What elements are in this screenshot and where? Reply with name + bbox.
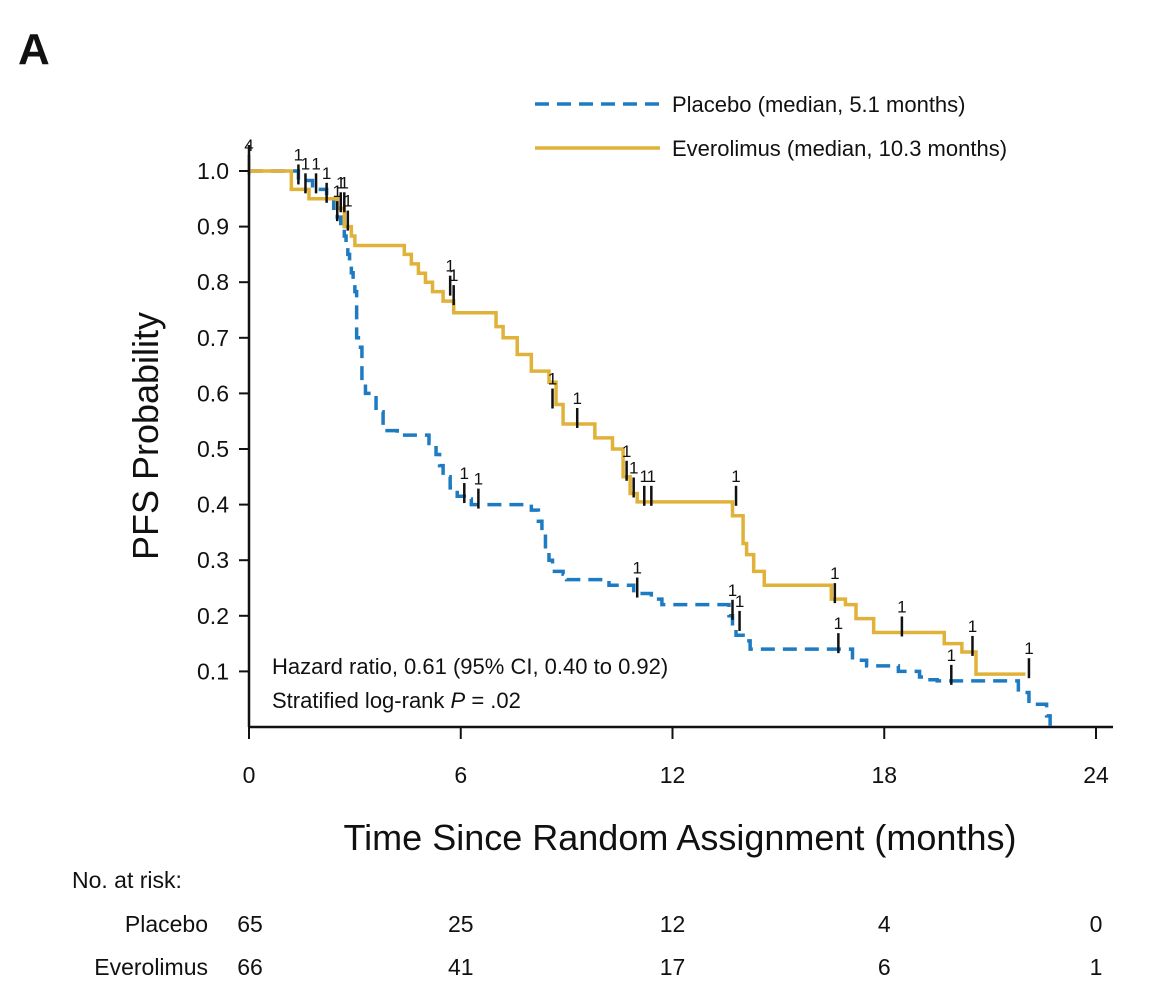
censor-count: 1 (968, 617, 977, 636)
x-tick-label: 24 (1083, 762, 1109, 788)
at-risk-label-everolimus: Everolimus (94, 954, 208, 980)
censor-count: 1 (830, 564, 839, 583)
at-risk-values: 65 25 12 4 0 66 41 17 6 1 (237, 911, 1102, 980)
censor-count: 1 (548, 370, 557, 389)
legend: Placebo (median, 5.1 months) Everolimus … (535, 92, 1007, 161)
y-tick-label: 0.6 (197, 380, 229, 406)
censor-count: 1 (947, 646, 956, 665)
y-ticks: 0.1 0.2 0.3 0.4 0.5 0.6 0.7 0.8 0.9 1.0 (197, 158, 249, 684)
censor-count: 1 (445, 257, 454, 276)
y-tick-label: 0.2 (197, 603, 229, 629)
survival-curves (249, 169, 1052, 727)
censor-count: 1 (622, 442, 631, 461)
everolimus-curve (249, 169, 1026, 676)
at-risk-value: 25 (448, 911, 474, 937)
at-risk-value: 41 (448, 954, 474, 980)
y-tick-label: 0.8 (197, 269, 229, 295)
y-tick-label: 0.5 (197, 436, 229, 462)
censor-count: 1 (474, 470, 483, 489)
at-risk-table: No. at risk: Placebo Everolimus 65 25 12 4 0… (72, 867, 1102, 980)
censor-count: 1 (336, 173, 345, 192)
y-tick-label: 1.0 (197, 158, 229, 184)
x-ticks: 0 6 12 18 24 (243, 727, 1109, 788)
censor-count: 1 (735, 592, 744, 611)
x-axis-title: Time Since Random Assignment (months) (344, 817, 1017, 858)
logrank-value: = .02 (465, 688, 521, 713)
censor-count: 1 (1024, 639, 1033, 658)
at-risk-value: 17 (660, 954, 686, 980)
x-tick-label: 6 (454, 762, 467, 788)
at-risk-header: No. at risk: (72, 867, 182, 893)
censor-count: 1 (449, 266, 458, 285)
censor-count: 1 (731, 467, 740, 486)
y-tick-label: 0.1 (197, 658, 229, 684)
y-tick-label: 0.3 (197, 547, 229, 573)
legend-label-everolimus: Everolimus (median, 10.3 months) (672, 136, 1007, 161)
censor-count: 1 (460, 464, 469, 483)
censor-count: 1 (834, 614, 843, 633)
censor-count: 4 (244, 136, 253, 155)
at-risk-value: 12 (660, 911, 686, 937)
censor-count: 1 (640, 467, 649, 486)
at-risk-value: 1 (1090, 954, 1103, 980)
censor-count: 1 (332, 182, 341, 201)
at-risk-label-placebo: Placebo (125, 911, 208, 937)
at-risk-value: 65 (237, 911, 263, 937)
censor-count: 1 (340, 173, 349, 192)
legend-label-placebo: Placebo (median, 5.1 months) (672, 92, 966, 117)
y-tick-label: 0.9 (197, 214, 229, 240)
censor-count: 1 (572, 389, 581, 408)
at-risk-value: 6 (878, 954, 891, 980)
logrank-prefix: Stratified log-rank (272, 688, 451, 713)
censor-count: 1 (294, 145, 303, 164)
censor-count: 1 (322, 164, 331, 183)
x-tick-label: 0 (243, 762, 256, 788)
censor-count: 1 (632, 559, 641, 578)
x-tick-label: 12 (660, 762, 686, 788)
logrank-p-symbol: P (451, 688, 466, 713)
at-risk-value: 0 (1090, 911, 1103, 937)
censor-count: 1 (647, 467, 656, 486)
panel-label: A (18, 25, 50, 74)
censor-count: 1 (301, 154, 310, 173)
censor-count: 1 (343, 192, 352, 211)
placebo-curve (249, 169, 1052, 727)
censor-count: 1 (728, 581, 737, 600)
at-risk-value: 4 (878, 911, 891, 937)
logrank-text: Stratified log-rank P = .02 (272, 688, 521, 713)
censor-count: 1 (629, 458, 638, 477)
y-tick-label: 0.7 (197, 325, 229, 351)
y-axis-title: PFS Probability (125, 312, 166, 560)
y-tick-label: 0.4 (197, 492, 229, 518)
stats-annotation: Hazard ratio, 0.61 (95% CI, 0.40 to 0.92… (272, 654, 668, 713)
at-risk-value: 66 (237, 954, 263, 980)
hazard-ratio-text: Hazard ratio, 0.61 (95% CI, 0.40 to 0.92… (272, 654, 668, 679)
censor-count: 1 (897, 597, 906, 616)
x-tick-label: 18 (871, 762, 897, 788)
censor-count: 1 (311, 154, 320, 173)
